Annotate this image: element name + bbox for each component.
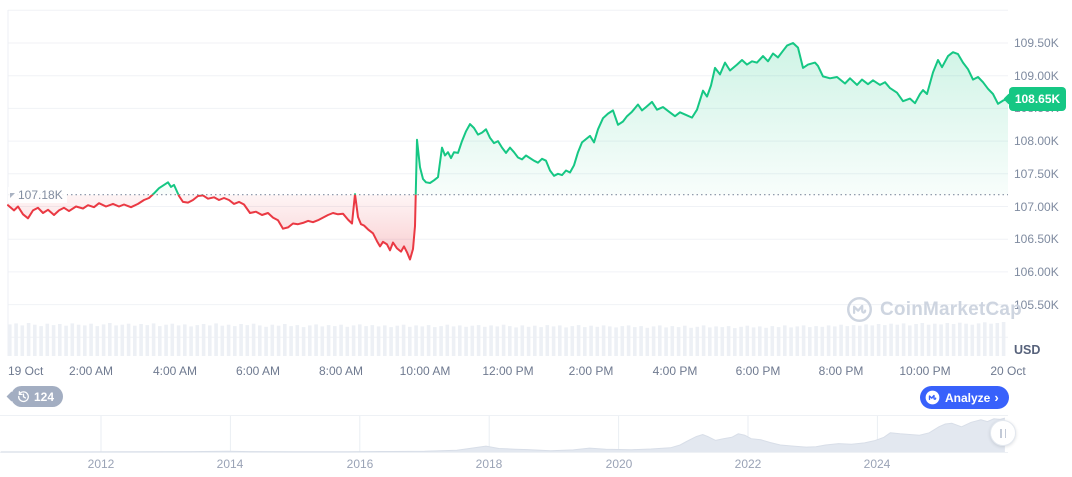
x-axis-label: 19 Oct [8, 364, 44, 378]
resize-grip-icon [1004, 428, 1006, 438]
price-area-red-fill [8, 194, 416, 260]
x-axis-label: 4:00 PM [652, 364, 698, 378]
x-axis-label: 12:00 PM [482, 364, 534, 378]
x-axis-label: 2:00 PM [568, 364, 614, 378]
y-axis-label: 108.00K [1014, 134, 1059, 148]
y-axis-label: 107.50K [1014, 167, 1059, 181]
y-axis-label: 106.50K [1014, 232, 1059, 246]
y-axis-label: 109.50K [1014, 36, 1059, 50]
axis-unit-label: USD [1014, 343, 1041, 357]
annotations-count-badge[interactable]: 124 [11, 386, 64, 407]
x-axis-label: 10:00 AM [399, 364, 451, 378]
x-axis-label: 6:00 AM [235, 364, 281, 378]
history-icon [18, 391, 29, 403]
navigator-year-label: 2016 [346, 457, 374, 471]
annotations-count-value: 124 [34, 389, 55, 404]
current-price-badge: 108.65K [1009, 87, 1066, 111]
navigator-year-label: 2022 [734, 457, 762, 471]
navigator-right-handle[interactable] [990, 420, 1016, 446]
navigator-year-label: 2012 [87, 457, 115, 471]
chevron-right-icon: › [994, 390, 999, 405]
price-line-below-baseline [7, 194, 417, 261]
x-axis-label: 4:00 AM [152, 364, 198, 378]
analyze-button[interactable]: Analyze › [920, 386, 1009, 409]
range-navigator-track[interactable] [0, 416, 1008, 453]
y-axis-label: 106.00K [1014, 265, 1059, 279]
coinmarketcap-watermark: CoinMarketCap [846, 296, 1022, 323]
price-line-above-baseline [151, 42, 1009, 195]
navigator-area-series [0, 418, 1005, 452]
navigator-year-label: 2020 [605, 457, 633, 471]
baseline-flag-icon [10, 192, 15, 198]
price-area-green-fill [8, 43, 1008, 195]
coinmarketcap-logo-icon [847, 297, 872, 322]
coinmarketcap-logo-icon [925, 390, 940, 405]
navigator-year-label: 2018 [475, 457, 503, 471]
navigator-area-outline [0, 417, 1006, 453]
resize-grip-icon [1000, 428, 1002, 438]
watermark-text: CoinMarketCap [880, 298, 1022, 320]
x-axis-label: 2:00 AM [68, 364, 114, 378]
y-axis-label: 107.00K [1014, 200, 1059, 214]
x-axis-label: 8:00 AM [318, 364, 364, 378]
x-axis-label: 20 Oct [990, 364, 1026, 378]
volume-bars [8, 322, 1006, 356]
y-axis-label: 105.50K [1014, 298, 1059, 312]
baseline-price-label: 107.18K [8, 187, 67, 203]
navigator-year-label: 2024 [863, 457, 891, 471]
y-axis-label: 109.00K [1014, 69, 1059, 83]
x-axis-label: 10:00 PM [899, 364, 951, 378]
analyze-label: Analyze [945, 390, 991, 405]
current-price-value: 108.65K [1014, 92, 1061, 106]
x-axis-label: 6:00 PM [735, 364, 781, 378]
x-axis-label: 8:00 PM [818, 364, 864, 378]
navigator-year-label: 2014 [216, 457, 244, 471]
baseline-price-value: 107.18K [18, 188, 63, 202]
